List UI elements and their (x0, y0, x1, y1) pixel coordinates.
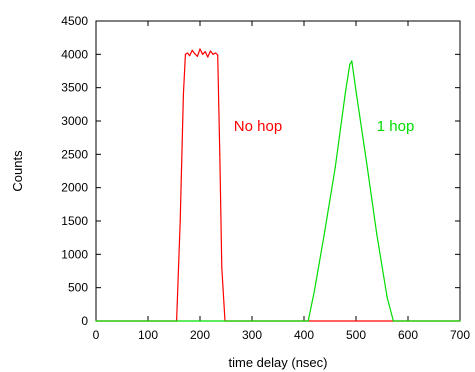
data-point (179, 220, 181, 222)
data-point (212, 53, 214, 55)
data-point (345, 90, 347, 92)
y-tick-label: 2000 (61, 181, 88, 195)
x-axis-title: time delay (nsec) (229, 355, 328, 370)
x-axis-ticks: 0 100 200 300 400 500 600 700 (93, 21, 470, 342)
data-point (191, 49, 193, 51)
series-lines (95, 48, 461, 322)
y-tick-label: 2500 (61, 147, 88, 161)
y-tick-label: 500 (68, 281, 88, 295)
data-point (392, 320, 395, 322)
y-tick-label: 1000 (61, 247, 88, 261)
y-axis-title: Counts (10, 150, 25, 192)
data-point (189, 55, 191, 57)
x-tick-label: 700 (450, 328, 470, 342)
y-tick-label: 3500 (61, 81, 88, 95)
data-point (217, 54, 219, 56)
data-point (209, 50, 211, 52)
x-tick-label: 200 (190, 328, 210, 342)
data-point (199, 48, 201, 50)
data-point (459, 320, 461, 322)
data-point (349, 63, 351, 65)
x-tick-label: 0 (93, 328, 100, 342)
data-point (95, 320, 97, 322)
data-point (215, 52, 217, 54)
data-point (219, 153, 221, 155)
y-tick-label: 4500 (61, 14, 88, 28)
series-annotation: No hop (234, 118, 282, 135)
series-line-no-hop (96, 48, 460, 322)
data-point (196, 55, 198, 57)
x-tick-label: 300 (242, 328, 262, 342)
data-point (334, 167, 336, 169)
x-tick-label: 500 (346, 328, 366, 342)
data-point (207, 56, 209, 58)
series-line-one-hop (96, 60, 460, 322)
x-tick-label: 600 (398, 328, 418, 342)
y-tick-label: 1500 (61, 214, 88, 228)
y-axis-ticks: 0 500 1000 1500 2000 2500 3000 3500 4000 4500 (61, 14, 460, 328)
x-tick-label: 100 (138, 328, 158, 342)
series-annotation: 1 hop (377, 118, 415, 135)
data-point (355, 90, 357, 92)
data-point (351, 60, 353, 62)
data-point (313, 290, 315, 292)
y-tick-label: 3000 (61, 114, 88, 128)
data-point (307, 320, 309, 322)
data-point (221, 267, 223, 269)
series-annotations: No hop 1 hop (234, 118, 415, 135)
data-point (186, 52, 189, 54)
data-point (324, 230, 326, 232)
data-point (182, 93, 184, 95)
plot-frame (95, 20, 461, 322)
data-point (204, 51, 206, 53)
data-point (376, 233, 378, 235)
x-tick-label: 400 (294, 328, 314, 342)
data-point (365, 160, 367, 162)
data-point (184, 53, 187, 55)
data-point (194, 53, 196, 55)
data-point (386, 297, 388, 299)
y-tick-label: 0 (81, 314, 88, 328)
data-point (202, 53, 204, 55)
y-tick-label: 4000 (61, 47, 88, 61)
